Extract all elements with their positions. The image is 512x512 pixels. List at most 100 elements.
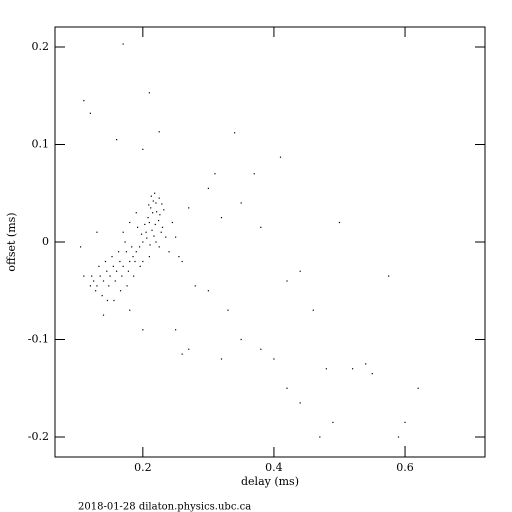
point [129, 309, 131, 311]
point [319, 436, 321, 438]
point [83, 100, 85, 102]
point [188, 207, 190, 209]
point [273, 358, 275, 360]
point [147, 217, 149, 219]
point [397, 436, 400, 438]
y-tick-label: -0.1 [28, 333, 49, 346]
point [312, 309, 314, 311]
point [163, 209, 165, 211]
point [106, 270, 108, 272]
x-tick-label: 0.6 [396, 461, 414, 474]
point [96, 231, 98, 233]
point [234, 132, 236, 134]
point [108, 285, 110, 287]
point [260, 348, 262, 350]
point [125, 251, 128, 253]
point [149, 244, 151, 246]
point [161, 226, 164, 228]
point [111, 256, 113, 258]
point [135, 251, 137, 253]
point [207, 290, 209, 292]
point [156, 211, 158, 213]
point [175, 236, 177, 238]
point [161, 203, 163, 205]
point [155, 241, 157, 243]
point [122, 43, 124, 45]
point [117, 251, 120, 253]
point [146, 237, 148, 239]
point [152, 200, 154, 202]
point [332, 421, 334, 423]
point [119, 290, 122, 292]
point [220, 217, 223, 219]
point [240, 338, 242, 341]
point [134, 260, 136, 263]
point [299, 402, 301, 404]
point [124, 241, 126, 243]
point [148, 204, 150, 206]
y-tick-label: 0.2 [32, 40, 50, 53]
y-tick-label: 0 [42, 235, 49, 248]
point [175, 329, 177, 331]
point [240, 202, 242, 204]
point [138, 246, 141, 248]
point [158, 131, 160, 133]
point [325, 368, 327, 370]
point [99, 275, 101, 277]
point [127, 270, 130, 272]
point [150, 195, 152, 197]
y-axis-label: offset (ms) [5, 212, 18, 271]
point [404, 421, 406, 423]
point [116, 270, 118, 272]
point [148, 221, 150, 224]
point [91, 275, 93, 277]
point [129, 260, 131, 263]
point [106, 299, 109, 302]
point [101, 295, 103, 297]
point [96, 285, 98, 287]
point [153, 235, 155, 237]
point [158, 246, 160, 248]
point [155, 202, 157, 204]
point [114, 280, 116, 282]
point [109, 275, 111, 277]
point [220, 358, 223, 360]
point [157, 219, 160, 222]
point [338, 221, 341, 224]
point [388, 275, 390, 277]
point [139, 265, 141, 267]
point [158, 197, 160, 199]
point [160, 231, 162, 233]
point [154, 192, 156, 194]
point [144, 223, 146, 226]
point [371, 373, 373, 375]
point [194, 285, 196, 287]
point [253, 173, 255, 175]
point [286, 387, 288, 389]
point [89, 112, 91, 114]
point [116, 139, 118, 141]
point [207, 187, 209, 189]
point [279, 156, 282, 158]
point [142, 260, 144, 263]
point [417, 387, 419, 389]
point [119, 260, 121, 263]
point [365, 363, 367, 365]
point [112, 265, 114, 267]
point [121, 275, 123, 277]
point [181, 353, 183, 355]
point [140, 233, 143, 235]
point [145, 231, 147, 233]
point [151, 229, 153, 231]
point [102, 314, 105, 316]
point [148, 256, 150, 258]
point [286, 280, 288, 282]
x-axis-label: delay (ms) [241, 475, 299, 488]
y-tick-label: 0.1 [32, 137, 50, 150]
point [98, 265, 100, 267]
point [122, 265, 124, 267]
point [122, 231, 124, 233]
point [104, 260, 107, 263]
